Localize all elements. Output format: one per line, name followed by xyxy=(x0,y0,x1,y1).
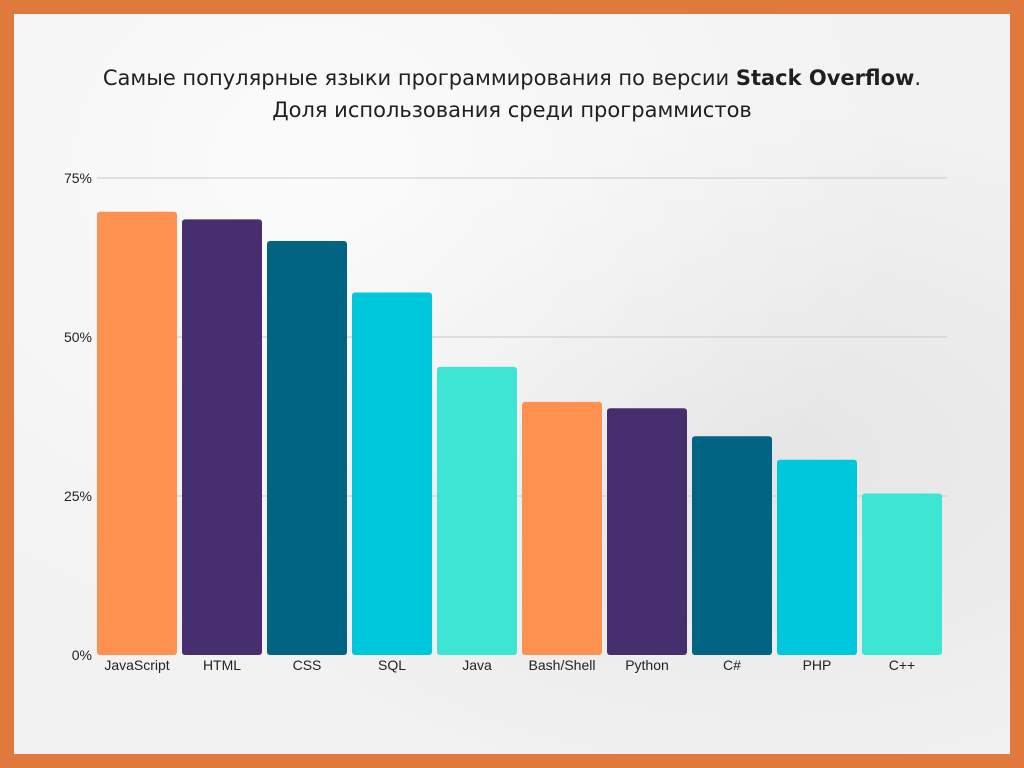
bar-php xyxy=(777,459,857,655)
x-axis-labels: JavaScript HTML CSS SQL Java Bash/Shell Python… xyxy=(104,657,915,673)
bar-bash-shell xyxy=(522,401,602,655)
x-category-label: Java xyxy=(462,657,492,673)
bar-css xyxy=(267,240,347,656)
x-category-label: C++ xyxy=(889,657,915,673)
x-category-label: Bash/Shell xyxy=(529,657,596,673)
bars xyxy=(97,211,942,656)
x-category-label: SQL xyxy=(378,657,406,673)
y-tick-label: 0% xyxy=(72,647,92,663)
bar-c- xyxy=(862,493,942,655)
y-tick-label: 75% xyxy=(64,170,92,186)
title-suffix: . xyxy=(914,66,922,90)
y-tick-label: 50% xyxy=(64,329,92,345)
x-category-label: JavaScript xyxy=(104,657,169,673)
chart-title-line-1: Самые популярные языки программирования … xyxy=(0,62,1024,94)
x-category-label: HTML xyxy=(203,657,241,673)
bar-java xyxy=(437,366,517,655)
bar-javascript xyxy=(97,211,177,655)
x-category-label: PHP xyxy=(803,657,832,673)
title-prefix: Самые популярные языки программирования … xyxy=(102,66,736,90)
y-axis-labels: 0% 25% 50% 75% xyxy=(64,170,92,663)
bar-sql xyxy=(352,292,432,655)
bar-html xyxy=(182,219,262,655)
x-category-label: C# xyxy=(723,657,741,673)
x-category-label: CSS xyxy=(293,657,322,673)
title-bold-source: Stack Overflow xyxy=(735,66,915,90)
chart-title: Самые популярные языки программирования … xyxy=(0,62,1024,126)
y-tick-label: 25% xyxy=(64,488,92,504)
bar-python xyxy=(607,408,687,655)
bar-c- xyxy=(692,436,772,655)
chart-title-line-2: Доля использования среди программистов xyxy=(272,98,752,122)
x-category-label: Python xyxy=(625,657,669,673)
